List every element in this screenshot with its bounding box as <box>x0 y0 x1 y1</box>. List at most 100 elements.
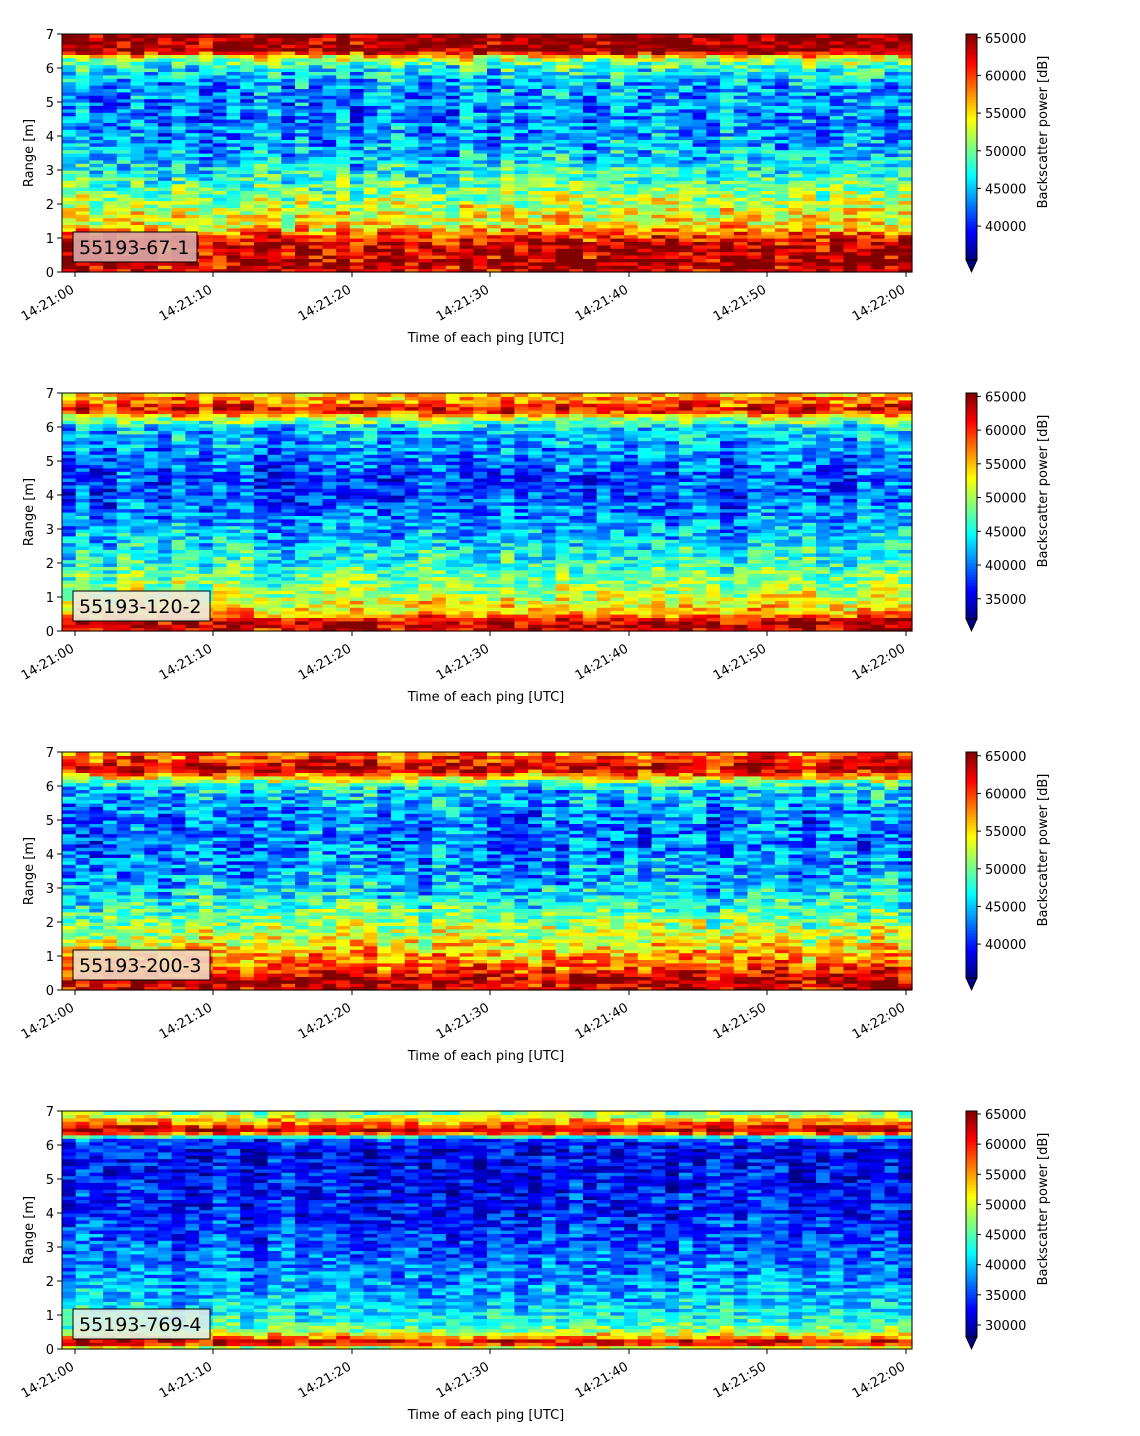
heatmap-cell <box>89 146 104 151</box>
heatmap-cell <box>363 238 378 242</box>
heatmap-cell <box>240 34 255 38</box>
heatmap-cell <box>295 61 310 66</box>
heatmap-cell <box>349 207 365 212</box>
heatmap-cell <box>336 139 351 144</box>
heatmap-cell <box>706 149 721 154</box>
heatmap-cell <box>555 251 570 256</box>
heatmap-cell <box>336 119 351 123</box>
heatmap-cell <box>103 210 118 215</box>
heatmap-cell <box>199 224 214 229</box>
heatmap-cell <box>541 183 557 188</box>
heatmap-cell <box>651 244 666 249</box>
heatmap-cell <box>720 210 735 215</box>
heatmap-cell <box>802 149 817 154</box>
heatmap-cell <box>171 61 186 66</box>
heatmap-cell <box>363 227 378 232</box>
heatmap-cell <box>678 166 694 171</box>
heatmap-cell <box>130 153 145 157</box>
heatmap-cell <box>295 244 310 249</box>
heatmap-cell <box>157 149 173 154</box>
heatmap-cell <box>404 156 420 161</box>
heatmap-cell <box>199 268 214 273</box>
heatmap-cell <box>157 40 173 45</box>
heatmap-cell <box>116 153 132 157</box>
heatmap-cell <box>802 244 817 249</box>
heatmap-cell <box>624 132 639 137</box>
heatmap-cell <box>240 176 255 181</box>
heatmap-cell <box>322 47 337 52</box>
heatmap-cell <box>541 176 557 181</box>
heatmap-cell <box>281 37 296 42</box>
heatmap-cell <box>377 122 392 127</box>
heatmap-cell <box>144 129 159 134</box>
heatmap-cell <box>89 437 104 442</box>
heatmap-cell <box>322 261 337 266</box>
heatmap-cell <box>103 187 118 191</box>
heatmap-cell <box>253 102 269 106</box>
heatmap-cell <box>829 193 845 198</box>
heatmap-cell <box>171 102 186 106</box>
heatmap-cell <box>267 74 282 79</box>
heatmap-cell <box>281 261 296 266</box>
heatmap-cell <box>240 108 255 113</box>
heatmap-cell <box>610 234 625 239</box>
heatmap-cell <box>377 47 392 52</box>
heatmap-cell <box>116 132 132 137</box>
heatmap-cell <box>144 193 159 198</box>
heatmap-cell <box>322 153 337 157</box>
heatmap-cell <box>665 142 680 147</box>
heatmap-cell <box>870 227 886 232</box>
heatmap-cell <box>185 193 200 198</box>
heatmap-cell <box>144 261 159 266</box>
heatmap-cell <box>185 268 200 273</box>
heatmap-cell <box>199 156 214 161</box>
heatmap-cell <box>267 173 282 178</box>
heatmap-cell <box>240 132 255 137</box>
heatmap-cell <box>253 238 269 242</box>
heatmap-cell <box>75 159 91 164</box>
heatmap-cell <box>720 34 735 38</box>
heatmap-cell <box>199 207 214 212</box>
heatmap-cell <box>336 193 351 198</box>
heatmap-cell <box>199 51 214 55</box>
heatmap-cell <box>377 139 392 144</box>
heatmap-cell <box>391 149 406 154</box>
heatmap-cell <box>212 105 228 110</box>
heatmap-cell <box>363 136 378 140</box>
heatmap-cell <box>267 122 282 127</box>
heatmap-cell <box>281 34 296 38</box>
heatmap-cell <box>336 112 351 117</box>
heatmap-cell <box>418 57 433 62</box>
heatmap-cell <box>391 122 406 127</box>
heatmap-cell <box>322 248 337 253</box>
heatmap-cell <box>240 102 255 106</box>
heatmap-cell <box>336 234 351 239</box>
heatmap-cell <box>404 207 420 212</box>
heatmap-cell <box>363 122 378 127</box>
heatmap-cell <box>898 176 913 181</box>
heatmap-cell <box>788 149 803 154</box>
heatmap-cell <box>103 95 118 100</box>
heatmap-cell <box>157 105 173 110</box>
heatmap-cell <box>226 74 241 79</box>
heatmap-cell <box>349 238 365 242</box>
heatmap-cell <box>89 268 104 273</box>
heatmap-cell <box>62 244 77 249</box>
heatmap-cell <box>528 132 543 137</box>
heatmap-cell <box>240 105 255 110</box>
heatmap-cell <box>267 163 282 168</box>
heatmap-cell <box>829 210 845 215</box>
heatmap-cell <box>322 207 337 212</box>
heatmap-cell <box>870 142 886 147</box>
heatmap-cell <box>788 142 803 147</box>
heatmap-cell <box>432 183 447 188</box>
heatmap-cell <box>514 149 529 154</box>
heatmap-cell <box>130 122 145 127</box>
heatmap-cell <box>267 47 282 52</box>
heatmap-cell <box>226 176 241 181</box>
heatmap-cell <box>418 44 433 49</box>
heatmap-cell <box>870 132 886 137</box>
heatmap-cell <box>295 197 310 202</box>
heatmap-cell <box>322 156 337 161</box>
heatmap-cell <box>157 190 173 195</box>
